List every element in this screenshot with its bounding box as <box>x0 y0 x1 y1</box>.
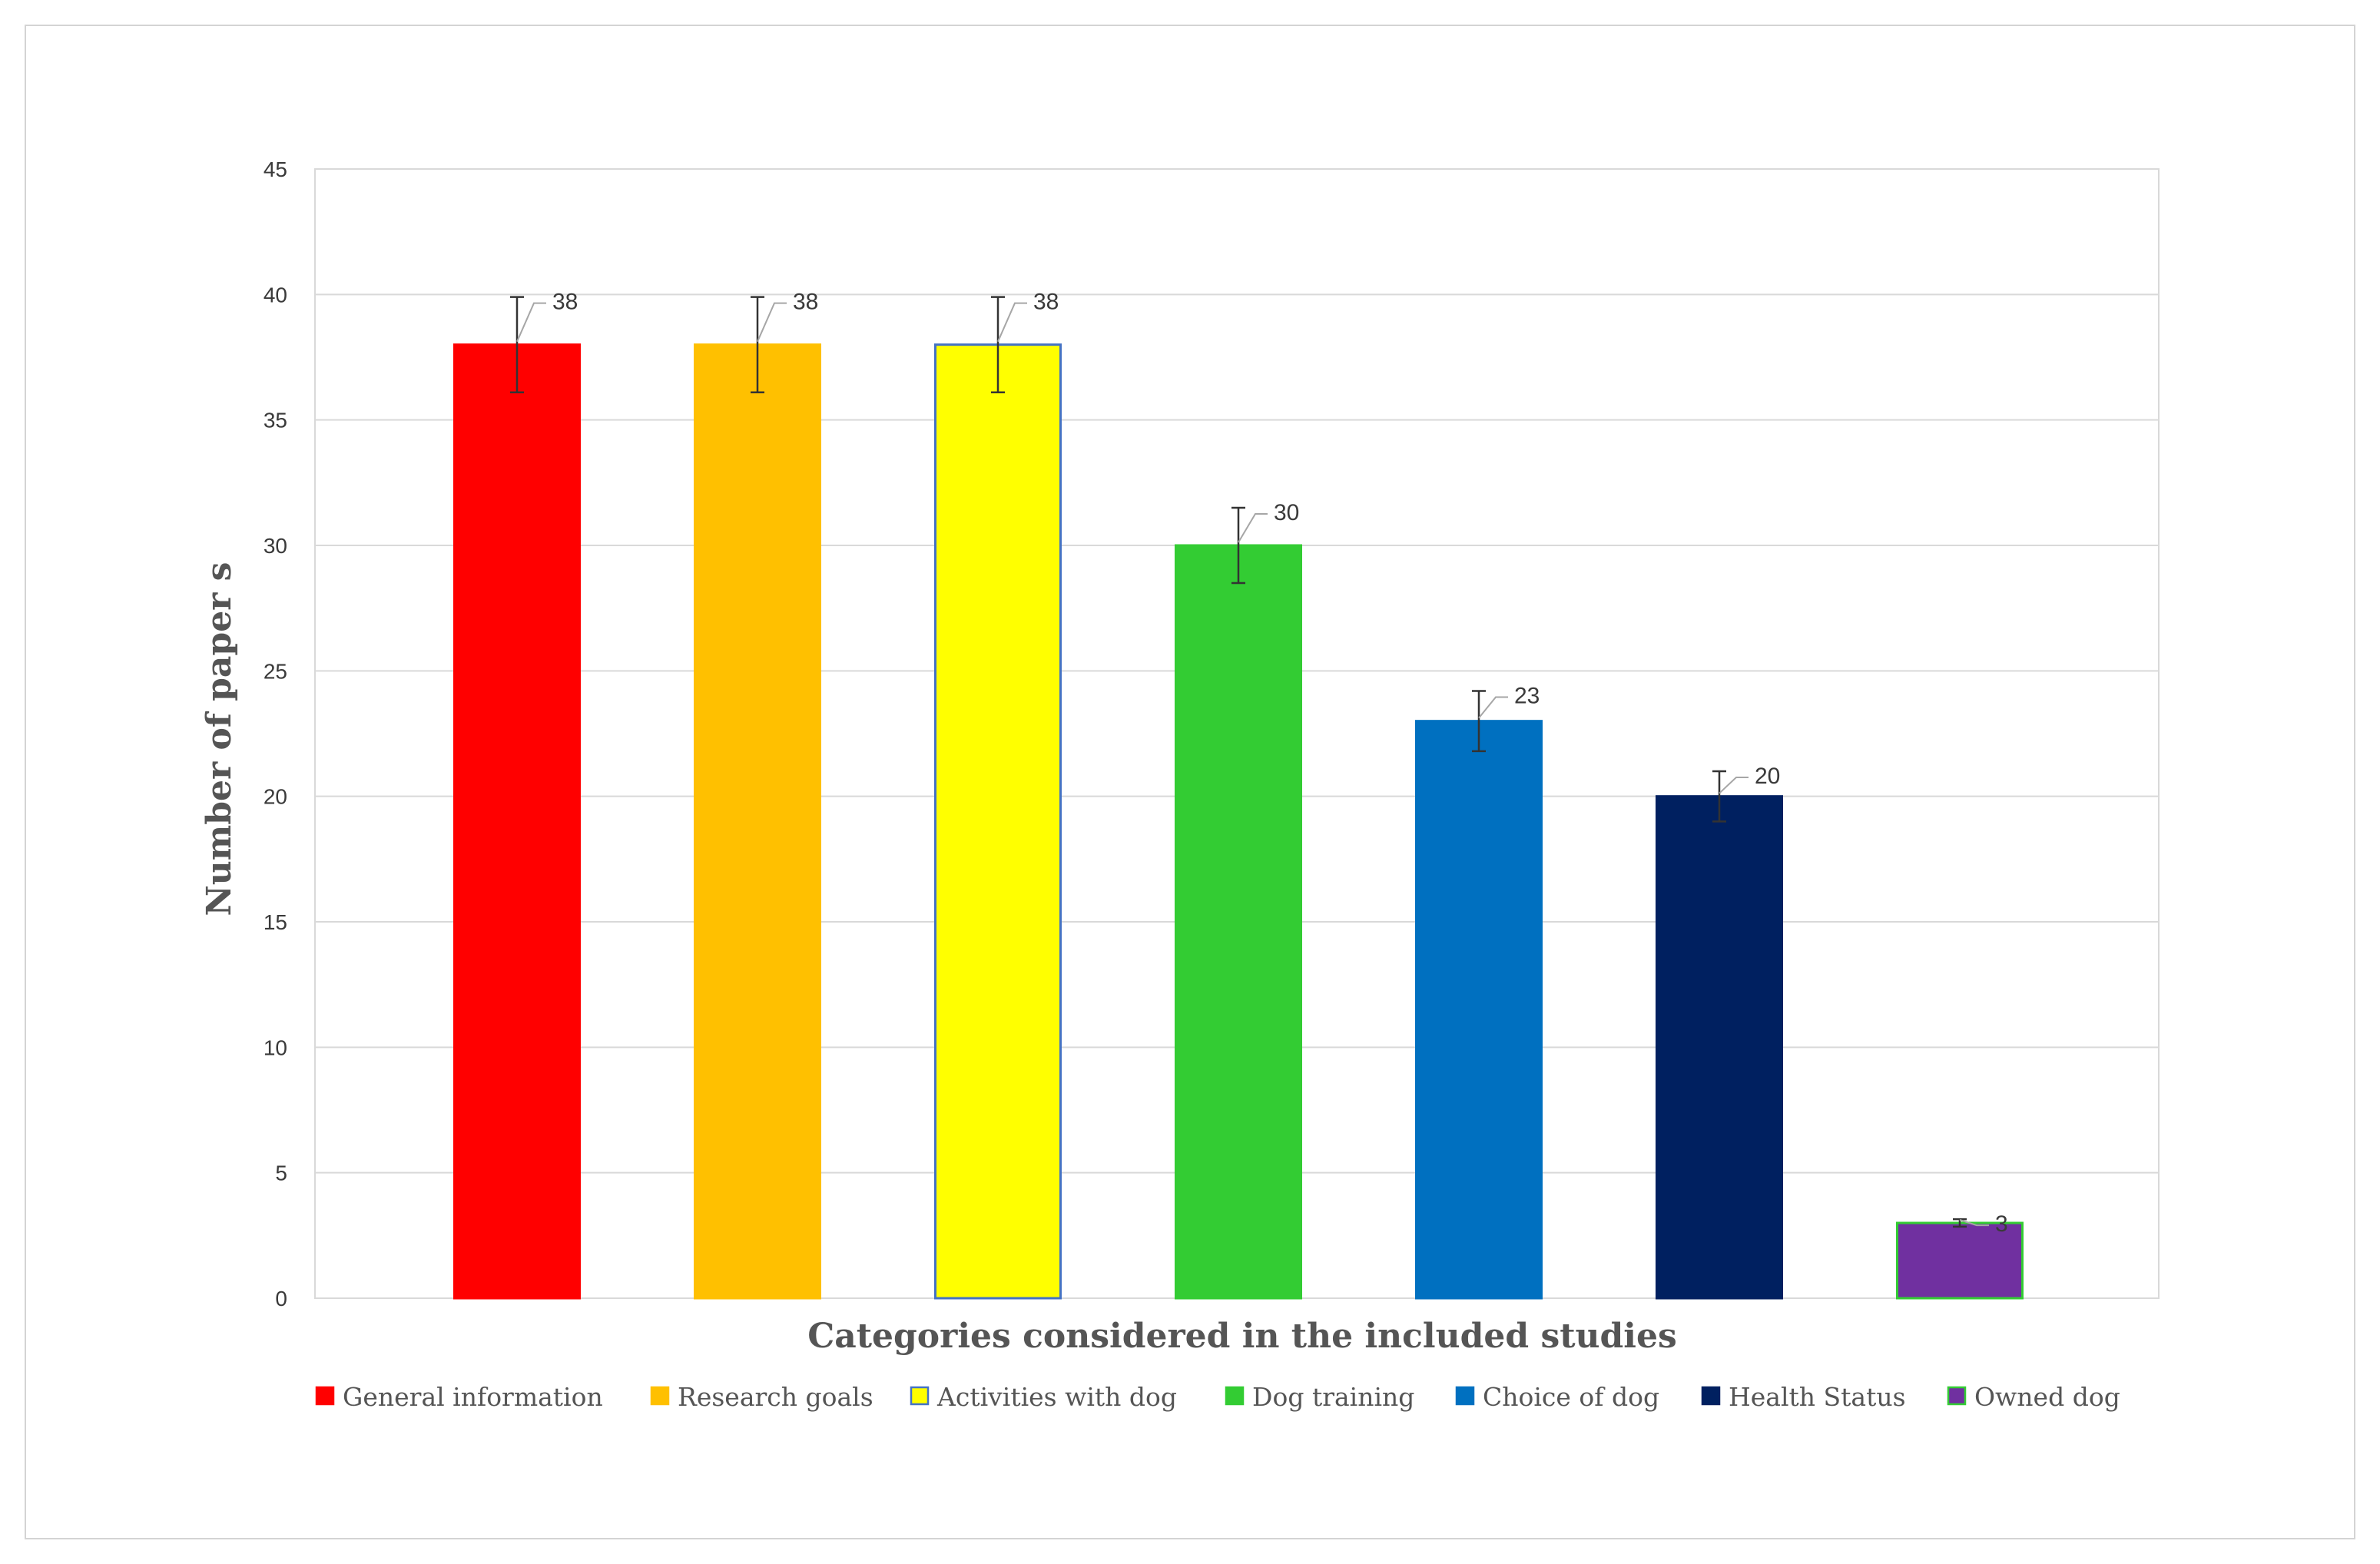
bar-research-goals <box>694 343 821 1300</box>
legend-label: General information <box>343 1382 603 1412</box>
data-label: 3 <box>1995 1211 2008 1237</box>
y-tick-label: 35 <box>264 409 287 432</box>
data-label-leader <box>997 302 1027 343</box>
data-label-leader <box>1959 1219 1989 1227</box>
data-label: 30 <box>1274 500 1299 525</box>
bar-dog-training <box>1175 544 1302 1300</box>
error-bar <box>510 296 524 393</box>
bar-health-status <box>1656 795 1783 1300</box>
legend-item: Activities with dog <box>910 1382 1177 1412</box>
bar-owned-dog <box>1896 1221 2024 1300</box>
y-tick-label: 30 <box>264 534 287 558</box>
legend-label: Research goals <box>678 1382 873 1412</box>
data-label: 38 <box>552 290 578 315</box>
y-tick-label: 45 <box>264 157 287 181</box>
legend-item: Health Status <box>1701 1382 1906 1412</box>
bar-choice-of-dog <box>1415 720 1543 1300</box>
data-label: 38 <box>1033 290 1059 315</box>
bar-general-information <box>453 343 581 1300</box>
legend-item: General information <box>315 1382 603 1412</box>
y-tick-label: 5 <box>275 1161 287 1185</box>
y-tick-label: 15 <box>264 910 287 934</box>
legend-swatch <box>1225 1386 1245 1406</box>
legend-item: Research goals <box>650 1382 873 1412</box>
legend-label: Health Status <box>1729 1382 1906 1412</box>
legend-item: Choice of dog <box>1455 1382 1659 1412</box>
legend-item: Dog training <box>1225 1382 1414 1412</box>
legend: General information Research goals Activit… <box>315 1382 2120 1412</box>
legend-label: Activities with dog <box>936 1382 1177 1412</box>
y-tick-label: 0 <box>275 1287 287 1311</box>
error-bar <box>1231 506 1245 585</box>
legend-swatch <box>910 1386 930 1406</box>
data-label-leader <box>1238 513 1268 543</box>
y-tick-labels: 0 5 10 15 20 25 30 35 40 45 <box>264 157 287 1311</box>
y-tick-label: 40 <box>264 283 287 307</box>
legend-swatch <box>650 1386 670 1406</box>
data-label-leader <box>757 302 787 343</box>
y-tick-label: 25 <box>264 659 287 683</box>
legend-label: Owned dog <box>1974 1382 2120 1412</box>
data-label: 20 <box>1755 764 1780 789</box>
legend-swatch <box>1701 1386 1721 1406</box>
bar-activities-with-dog <box>934 343 1062 1300</box>
error-bar <box>751 296 764 393</box>
error-bar <box>1472 690 1486 753</box>
legend-swatch <box>1455 1386 1475 1406</box>
legend-label: Dog training <box>1252 1382 1414 1412</box>
y-tick-label: 20 <box>264 785 287 809</box>
data-label-leader <box>1719 777 1749 794</box>
bars <box>453 343 2024 1300</box>
error-bar <box>991 296 1005 393</box>
data-label-leader <box>1478 696 1508 719</box>
data-labels: 38 38 38 30 23 20 3 <box>516 290 2008 1237</box>
y-axis-title: Number of paper s <box>200 562 239 916</box>
x-axis-title: Categories considered in the included st… <box>807 1317 1677 1356</box>
legend-swatch <box>315 1386 335 1406</box>
data-label: 23 <box>1514 683 1540 708</box>
legend-item: Owned dog <box>1947 1382 2120 1412</box>
data-label: 38 <box>793 290 818 315</box>
legend-label: Choice of dog <box>1483 1382 1659 1412</box>
y-tick-label: 10 <box>264 1035 287 1059</box>
data-label-leader <box>516 302 546 343</box>
error-bar <box>1712 770 1726 823</box>
legend-swatch <box>1947 1386 1967 1406</box>
